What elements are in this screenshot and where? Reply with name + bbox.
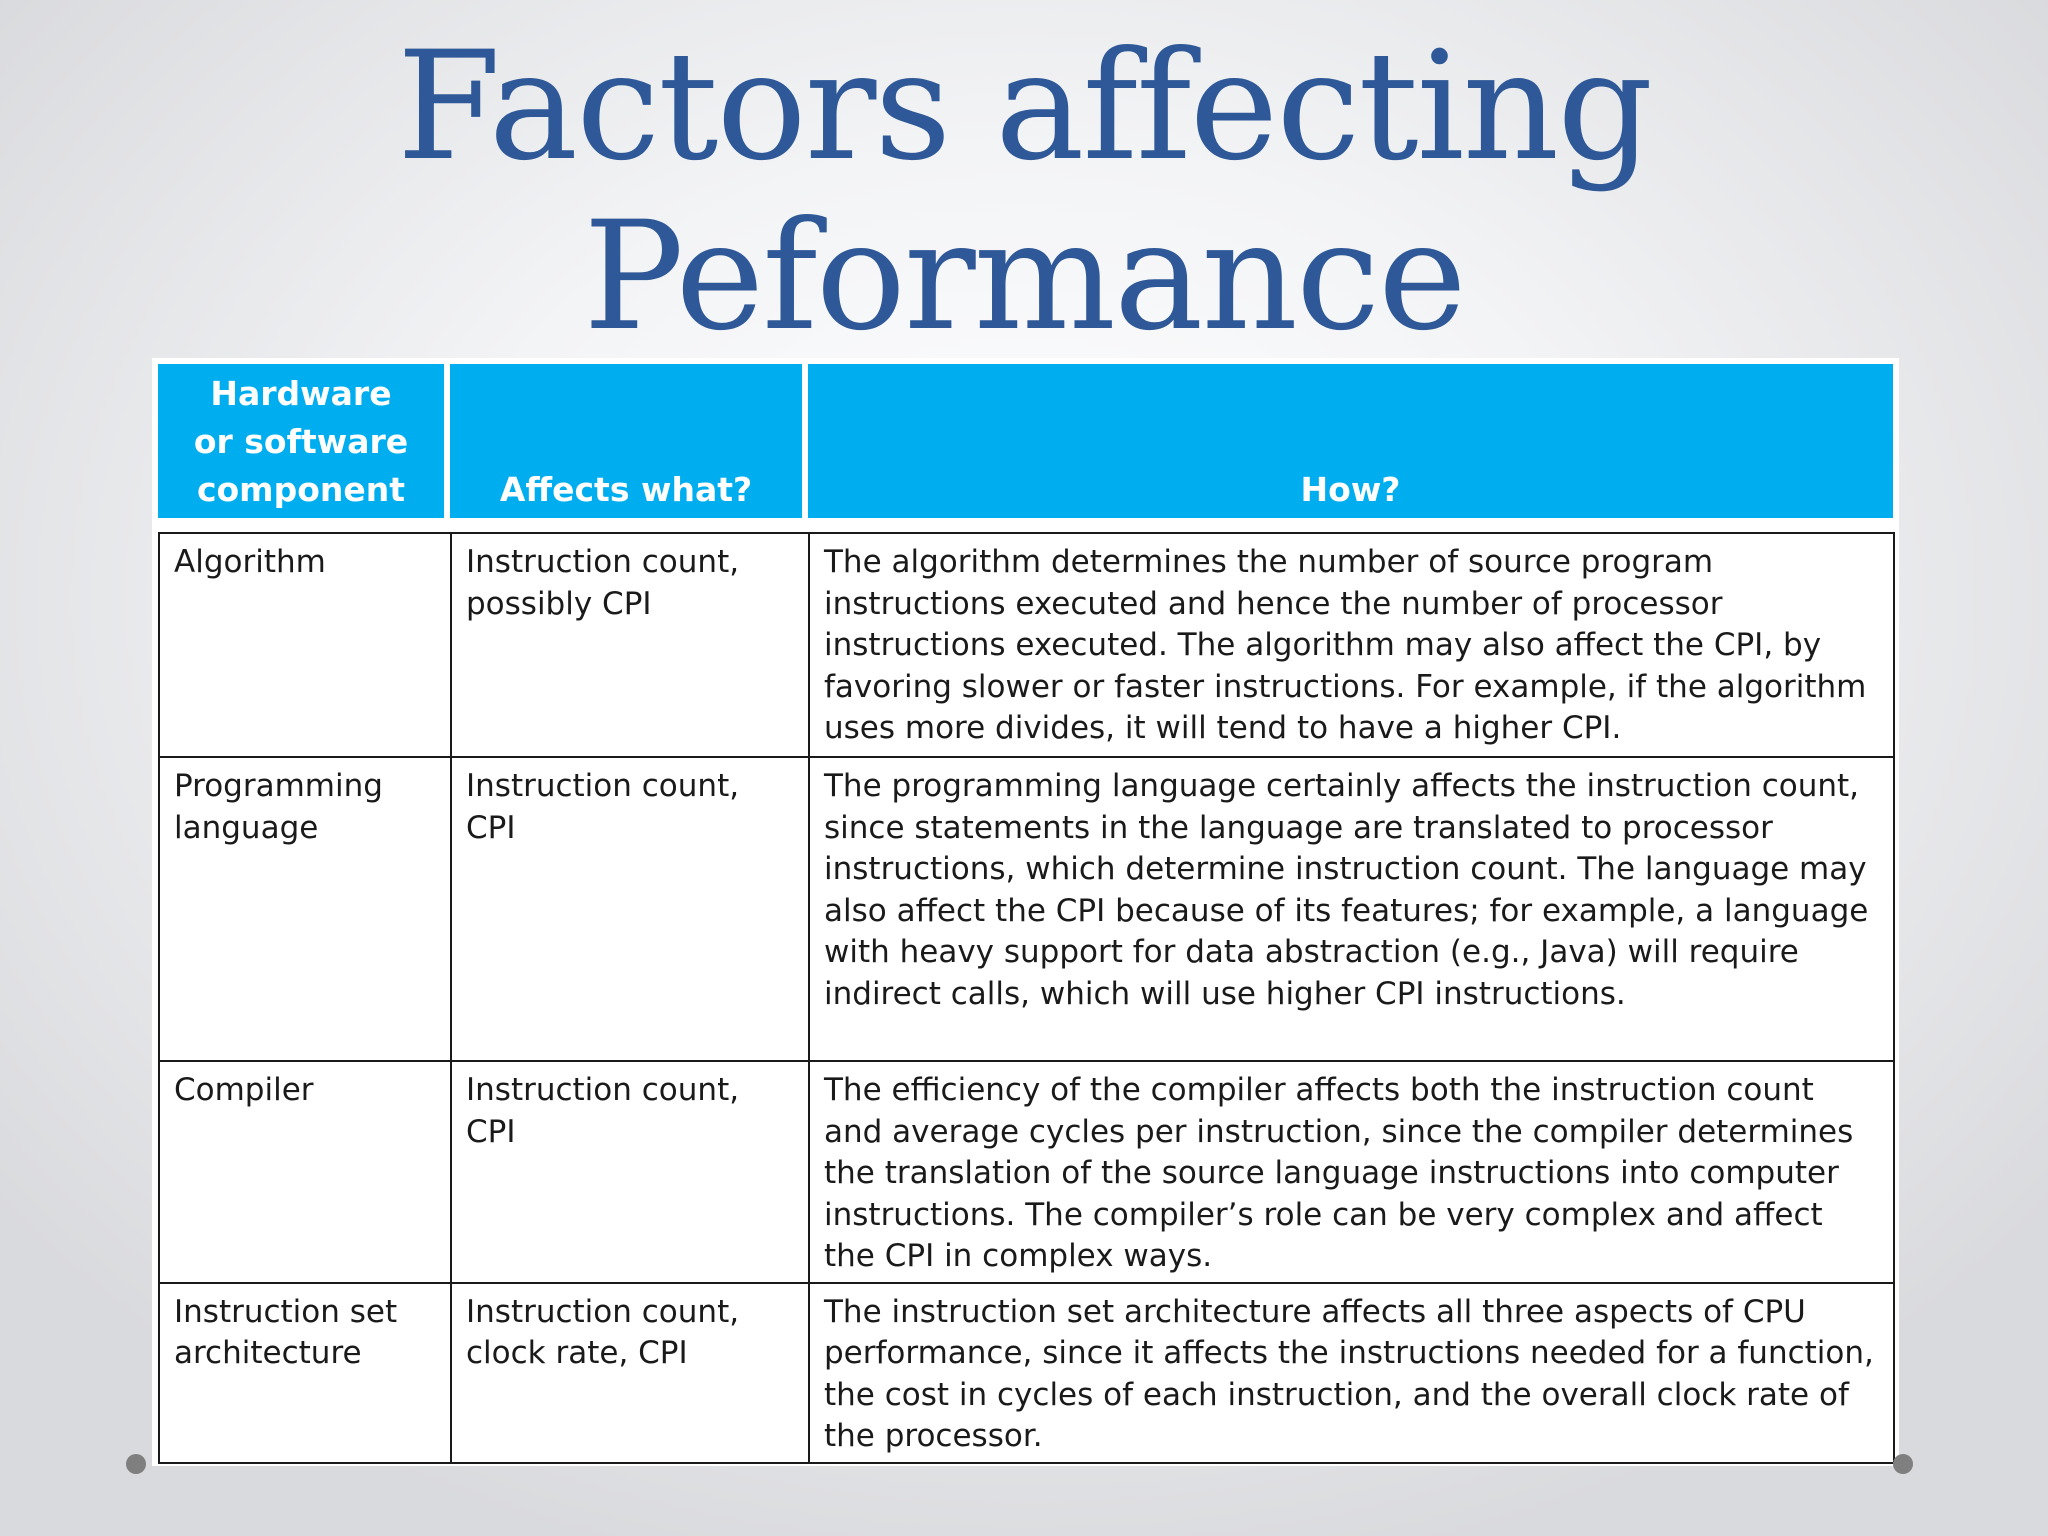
decorative-dot-right bbox=[1893, 1454, 1913, 1474]
cell-component: Instruction set architecture bbox=[158, 1281, 452, 1464]
slide-title-line-2: Peformance bbox=[583, 190, 1467, 364]
header-component: Hardware or software component bbox=[158, 364, 444, 518]
header-affects-what-label: Affects what? bbox=[499, 470, 753, 509]
cell-component: Compiler bbox=[158, 1060, 452, 1284]
table-header-row: Hardware or software component Affects w… bbox=[158, 364, 1893, 518]
table-row: Compiler Instruction count, CPI The effi… bbox=[158, 1060, 1895, 1284]
decorative-dot-left bbox=[126, 1454, 146, 1474]
header-how-label: How? bbox=[1300, 470, 1401, 509]
header-component-line-3: component bbox=[196, 470, 406, 509]
slide-title-line-1: Factors affecting bbox=[396, 20, 1653, 194]
cell-how: The programming language certainly affec… bbox=[808, 756, 1895, 1062]
table-row: Programming language Instruction count, … bbox=[158, 756, 1895, 1062]
table-row: Algorithm Instruction count, possibly CP… bbox=[158, 532, 1895, 758]
header-component-line-1: Hardware bbox=[210, 374, 392, 413]
factors-table: Hardware or software component Affects w… bbox=[152, 358, 1899, 1466]
table-row: Instruction set architecture Instruction… bbox=[158, 1281, 1895, 1464]
header-how: How? bbox=[808, 364, 1893, 518]
cell-affects: Instruction count, possibly CPI bbox=[450, 532, 810, 758]
cell-affects: Instruction count, CPI bbox=[450, 756, 810, 1062]
cell-how: The efficiency of the compiler affects b… bbox=[808, 1060, 1895, 1284]
cell-how: The algorithm determines the number of s… bbox=[808, 532, 1895, 758]
cell-component: Programming language bbox=[158, 756, 452, 1062]
cell-affects: Instruction count, clock rate, CPI bbox=[450, 1281, 810, 1464]
cell-how: The instruction set architecture affects… bbox=[808, 1281, 1895, 1464]
cell-component: Algorithm bbox=[158, 532, 452, 758]
header-component-line-2: or software bbox=[193, 422, 409, 461]
header-affects-what: Affects what? bbox=[450, 364, 802, 518]
cell-affects: Instruction count, CPI bbox=[450, 1060, 810, 1284]
slide-title: Factors affecting Peformance bbox=[0, 22, 2048, 362]
table-body: Algorithm Instruction count, possibly CP… bbox=[158, 532, 1895, 1464]
